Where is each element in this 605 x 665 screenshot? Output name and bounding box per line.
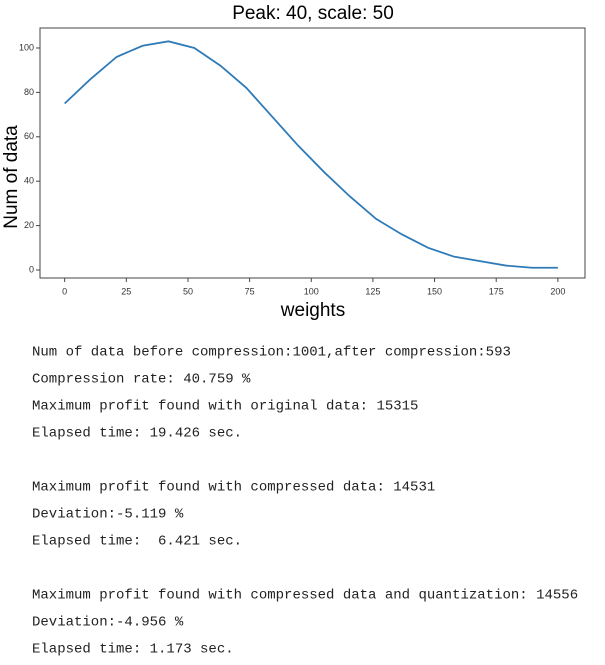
y-tick-label: 40 xyxy=(24,176,34,186)
x-axis-label: weights xyxy=(280,300,345,321)
x-tick-label: 50 xyxy=(183,286,193,296)
x-tick-label: 125 xyxy=(365,286,380,296)
y-tick-label: 20 xyxy=(24,220,34,230)
console-line: Maximum profit found with compressed dat… xyxy=(32,588,578,604)
x-tick-label: 175 xyxy=(489,286,504,296)
console-line: Compression rate: 40.759 % xyxy=(32,372,251,388)
plot-frame xyxy=(39,27,586,279)
x-tick-label: 150 xyxy=(427,286,442,296)
x-tick-label: 75 xyxy=(245,286,255,296)
y-tick-label: 60 xyxy=(24,131,34,141)
console-line: Deviation:-5.119 % xyxy=(32,507,184,523)
data-line xyxy=(64,40,558,269)
y-tick-label: 100 xyxy=(19,42,34,52)
console-line: Elapsed time: 1.173 sec. xyxy=(32,642,234,658)
console-line: Maximum profit found with original data:… xyxy=(32,399,418,415)
console-line: Maximum profit found with compressed dat… xyxy=(32,480,435,496)
console-line: Num of data before compression:1001,afte… xyxy=(32,345,511,361)
chart-title: Peak: 40, scale: 50 xyxy=(232,3,394,24)
x-tick-label: 100 xyxy=(304,286,319,296)
console-line: Elapsed time: 6.421 sec. xyxy=(32,534,242,550)
x-tick-label: 200 xyxy=(550,286,565,296)
y-tick-label: 0 xyxy=(29,264,34,274)
y-tick-label: 80 xyxy=(24,87,34,97)
console-line: Elapsed time: 19.426 sec. xyxy=(32,426,242,442)
console-line: Deviation:-4.956 % xyxy=(32,615,184,631)
y-axis-label: Num of data xyxy=(1,125,22,229)
x-tick-label: 25 xyxy=(121,286,131,296)
x-tick-label: 0 xyxy=(62,286,67,296)
